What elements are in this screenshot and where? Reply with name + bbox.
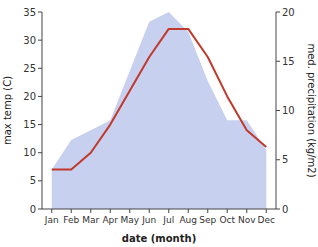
x-tick-label: Aug bbox=[179, 215, 197, 225]
y2-axis-label: med. precipitation (kg/m2) bbox=[306, 43, 317, 177]
y-tick bbox=[38, 180, 42, 181]
y-tick-label: 35 bbox=[23, 7, 36, 18]
y2-tick-label: 20 bbox=[282, 7, 295, 18]
y2-tick bbox=[276, 159, 280, 160]
x-tick-label: Nov bbox=[238, 215, 256, 225]
plot-area bbox=[52, 12, 267, 209]
y-tick-label: 20 bbox=[23, 91, 36, 102]
y-tick-label: 0 bbox=[30, 204, 36, 215]
x-tick-label: Jun bbox=[141, 215, 156, 225]
x-tick-label: Jan bbox=[44, 215, 59, 225]
chart-svg: 0 5 10 15 20 25 30 35 0 5 10 15 20 Jan FebMarAprMayJun… bbox=[0, 0, 318, 247]
x-tick-label: Sep bbox=[199, 215, 216, 225]
x-tick bbox=[71, 209, 72, 213]
y-tick-label: 25 bbox=[23, 63, 36, 74]
y2-tick-label: 5 bbox=[282, 154, 288, 165]
x-tick bbox=[149, 209, 150, 213]
x-tick bbox=[207, 209, 208, 213]
y-tick bbox=[38, 68, 42, 69]
x-tick-label: Feb bbox=[63, 215, 79, 225]
x-tick bbox=[51, 209, 52, 213]
chart-container: 0 5 10 15 20 25 30 35 0 5 10 15 20 Jan FebMarAprMayJun… bbox=[0, 0, 318, 247]
x-tick bbox=[266, 209, 267, 213]
x-tick bbox=[129, 209, 130, 213]
x-axis-line bbox=[42, 209, 276, 210]
y-tick-label: 10 bbox=[23, 147, 36, 158]
x-tick bbox=[227, 209, 228, 213]
y-tick bbox=[38, 124, 42, 125]
x-tick-label: Jul bbox=[162, 215, 174, 225]
y-tick-label: 15 bbox=[23, 119, 36, 130]
x-axis-label: date (month) bbox=[122, 233, 196, 244]
temperature-line bbox=[52, 29, 267, 170]
y-tick bbox=[38, 209, 42, 210]
y2-tick bbox=[276, 12, 280, 13]
precipitation-area bbox=[52, 12, 267, 209]
page: {"chart_data": {"type": "line", "categor… bbox=[0, 0, 318, 247]
x-tick bbox=[246, 209, 247, 213]
y2-tick bbox=[276, 110, 280, 111]
x-tick bbox=[110, 209, 111, 213]
y2-tick-label: 10 bbox=[282, 105, 295, 116]
y2-tick bbox=[276, 61, 280, 62]
y-axis-label: max temp (C) bbox=[2, 76, 13, 145]
y-axis-line bbox=[42, 12, 43, 209]
x-tick-label: Mar bbox=[82, 215, 99, 225]
y-tick-label: 30 bbox=[23, 35, 36, 46]
y-tick bbox=[38, 40, 42, 41]
y-tick bbox=[38, 152, 42, 153]
x-tick-label: Oct bbox=[219, 215, 235, 225]
y-tick bbox=[38, 96, 42, 97]
y2-tick-label: 15 bbox=[282, 56, 295, 67]
x-tick bbox=[188, 209, 189, 213]
y-tick bbox=[38, 12, 42, 13]
y2-tick-label: 0 bbox=[282, 204, 288, 215]
x-tick bbox=[90, 209, 91, 213]
y2-tick bbox=[276, 209, 280, 210]
y-tick-label: 5 bbox=[30, 175, 36, 186]
x-tick bbox=[168, 209, 169, 213]
x-tick-label: May bbox=[120, 215, 139, 225]
x-tick-label: Dec bbox=[258, 215, 275, 225]
x-tick-label: Apr bbox=[102, 215, 118, 225]
